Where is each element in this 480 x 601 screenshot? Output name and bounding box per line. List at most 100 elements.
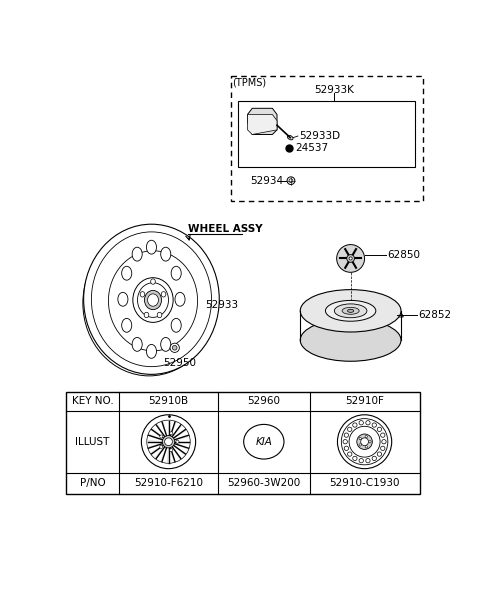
FancyBboxPatch shape xyxy=(238,100,415,167)
Polygon shape xyxy=(156,424,165,437)
Polygon shape xyxy=(155,447,165,459)
Ellipse shape xyxy=(244,424,284,459)
Circle shape xyxy=(377,452,382,456)
Polygon shape xyxy=(162,421,167,436)
Ellipse shape xyxy=(325,300,376,321)
Polygon shape xyxy=(248,114,277,135)
Circle shape xyxy=(341,419,388,465)
Ellipse shape xyxy=(171,319,181,332)
Text: 52960-3W200: 52960-3W200 xyxy=(227,478,300,488)
Polygon shape xyxy=(160,447,167,462)
Circle shape xyxy=(365,436,367,438)
Text: KEY NO.: KEY NO. xyxy=(72,396,113,406)
Ellipse shape xyxy=(84,224,219,374)
Ellipse shape xyxy=(288,135,293,140)
Text: WHEEL ASSY: WHEEL ASSY xyxy=(188,224,263,234)
Polygon shape xyxy=(173,445,185,456)
Circle shape xyxy=(360,438,369,445)
Polygon shape xyxy=(152,428,164,438)
Ellipse shape xyxy=(171,266,181,280)
Circle shape xyxy=(170,432,173,435)
Text: 62852: 62852 xyxy=(418,310,451,320)
Circle shape xyxy=(359,421,363,425)
Ellipse shape xyxy=(342,307,359,314)
Ellipse shape xyxy=(132,247,142,261)
Polygon shape xyxy=(148,443,163,448)
Ellipse shape xyxy=(121,319,132,332)
Polygon shape xyxy=(168,421,170,436)
Polygon shape xyxy=(151,445,164,454)
Polygon shape xyxy=(170,448,175,462)
Circle shape xyxy=(353,456,357,460)
Ellipse shape xyxy=(161,291,166,297)
Polygon shape xyxy=(248,108,277,135)
Circle shape xyxy=(366,421,370,425)
FancyBboxPatch shape xyxy=(230,76,423,201)
Bar xyxy=(66,392,420,494)
Ellipse shape xyxy=(175,292,185,306)
Text: 52934: 52934 xyxy=(250,175,283,186)
Ellipse shape xyxy=(151,279,156,284)
Polygon shape xyxy=(172,425,182,437)
Ellipse shape xyxy=(83,230,216,376)
Circle shape xyxy=(344,433,348,438)
Circle shape xyxy=(142,415,196,469)
Ellipse shape xyxy=(348,310,354,313)
Circle shape xyxy=(353,423,357,427)
Ellipse shape xyxy=(161,247,171,261)
Ellipse shape xyxy=(146,240,156,254)
Polygon shape xyxy=(172,447,181,460)
Circle shape xyxy=(287,177,295,185)
Text: 52910F: 52910F xyxy=(345,396,384,406)
Circle shape xyxy=(369,441,371,443)
Text: 52950: 52950 xyxy=(163,358,196,368)
Polygon shape xyxy=(175,442,190,444)
Ellipse shape xyxy=(335,304,367,318)
Polygon shape xyxy=(149,433,163,440)
Circle shape xyxy=(348,427,352,432)
Ellipse shape xyxy=(144,290,162,310)
Ellipse shape xyxy=(300,290,401,332)
Circle shape xyxy=(160,435,163,438)
Circle shape xyxy=(147,420,190,463)
Circle shape xyxy=(382,439,386,444)
Circle shape xyxy=(365,446,367,448)
Polygon shape xyxy=(173,430,186,439)
Ellipse shape xyxy=(118,292,128,306)
Circle shape xyxy=(337,415,392,469)
Text: ILLUST: ILLUST xyxy=(75,437,110,447)
Ellipse shape xyxy=(137,282,168,317)
Polygon shape xyxy=(174,435,189,441)
Circle shape xyxy=(372,456,376,460)
Circle shape xyxy=(349,257,352,260)
Circle shape xyxy=(366,459,370,463)
Circle shape xyxy=(176,440,179,444)
Ellipse shape xyxy=(300,319,401,361)
Ellipse shape xyxy=(146,344,156,358)
Ellipse shape xyxy=(133,278,173,322)
Circle shape xyxy=(336,245,365,272)
Circle shape xyxy=(377,427,382,432)
Ellipse shape xyxy=(147,294,158,306)
Circle shape xyxy=(349,426,380,457)
Text: 24537: 24537 xyxy=(295,144,328,153)
Ellipse shape xyxy=(132,337,142,352)
Polygon shape xyxy=(174,444,189,450)
Text: (TPMS): (TPMS) xyxy=(232,78,266,88)
Text: 52910B: 52910B xyxy=(148,396,189,406)
Ellipse shape xyxy=(144,313,149,318)
Circle shape xyxy=(359,459,363,463)
Text: 52933: 52933 xyxy=(205,300,238,310)
Text: P/NO: P/NO xyxy=(80,478,106,488)
Ellipse shape xyxy=(140,291,145,297)
Circle shape xyxy=(347,255,355,262)
Circle shape xyxy=(344,446,348,451)
Polygon shape xyxy=(170,422,177,436)
Circle shape xyxy=(172,346,177,350)
Circle shape xyxy=(160,445,163,448)
Ellipse shape xyxy=(91,232,212,367)
Ellipse shape xyxy=(108,251,198,351)
Text: 52933D: 52933D xyxy=(300,131,341,141)
Circle shape xyxy=(162,436,175,448)
Text: 52960: 52960 xyxy=(247,396,280,406)
